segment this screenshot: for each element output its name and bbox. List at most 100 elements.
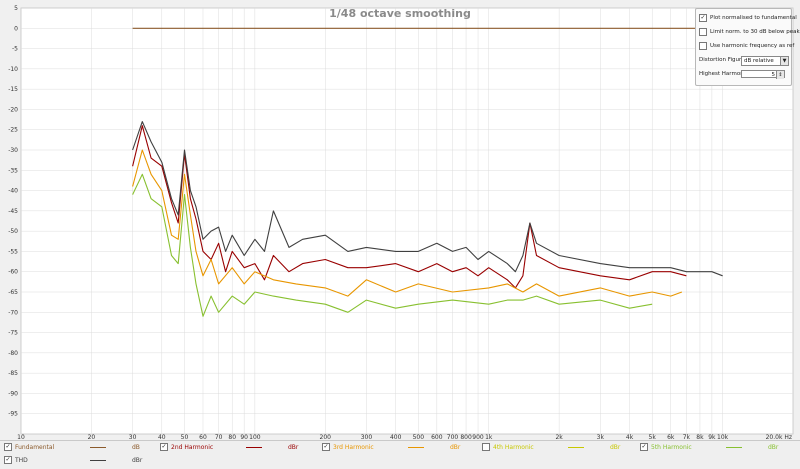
legend-name-5th-harmonic: 5th Harmonic: [651, 443, 692, 451]
options-panel: ✓ Plot normalised to fundamental Limit n…: [695, 8, 800, 86]
chevron-down-icon[interactable]: ▼: [780, 57, 788, 65]
x-tick-label: 6k: [667, 434, 675, 440]
series-lines: [132, 27, 723, 317]
x-tick-label: 20: [88, 434, 96, 440]
y-tick-label: -10: [8, 66, 18, 73]
legend-item-2nd-harmonic[interactable]: ✓ 2nd Harmonic: [160, 443, 213, 451]
legend-name-3rd-harmonic: 3rd Harmonic: [333, 443, 374, 451]
limit-norm-option[interactable]: Limit norm. to 30 dB below peak: [699, 28, 800, 36]
series-line-2nd-harmonic: [132, 125, 687, 289]
limit-norm-checkbox[interactable]: [699, 28, 707, 36]
y-tick-label: -65: [8, 289, 18, 296]
legend-name-fundamental: Fundamental: [15, 443, 55, 451]
y-tick-label: -40: [8, 188, 18, 195]
series-line-3rd-harmonic: [132, 149, 683, 297]
y-tick-label: -20: [8, 106, 18, 113]
distortion-figures-select[interactable]: dB relative ▼: [741, 56, 789, 66]
x-tick-label: 40: [158, 434, 166, 440]
legend-unit-2nd-harmonic: dBr: [288, 444, 299, 451]
plot-normalised-option[interactable]: ✓ Plot normalised to fundamental: [699, 14, 797, 22]
highest-harmonic-row: Highest Harmonic:: [699, 71, 750, 77]
legend-name-4th-harmonic: 4th Harmonic: [493, 443, 534, 451]
legend-item-thd[interactable]: ✓ THD: [4, 456, 28, 464]
x-tick-label: 9k: [708, 434, 716, 440]
x-tick-label: 1k: [485, 434, 493, 440]
x-tick-label: 100: [249, 434, 261, 440]
x-axis-ticks: 10 20 30 40 50 60 70 80 90 100 200 300 400 500 600 700 8…: [17, 434, 792, 440]
x-tick-label: 2k: [555, 434, 563, 440]
legend-checkbox-thd[interactable]: ✓: [4, 456, 12, 464]
x-tick-label: 90: [240, 434, 248, 440]
x-tick-label: 80: [228, 434, 236, 440]
x-tick-label: 400: [390, 434, 402, 440]
x-tick-label: 500: [413, 434, 425, 440]
legend-checkbox-4th-harmonic[interactable]: [482, 443, 490, 451]
legend-unit-5th-harmonic: dBr: [768, 444, 779, 451]
y-tick-label: 5: [14, 5, 18, 12]
legend-unit-thd: dBr: [132, 457, 143, 464]
x-tick-label: 10: [17, 434, 25, 440]
x-tick-label: 300: [361, 434, 373, 440]
x-tick-label: 200: [320, 434, 332, 440]
legend-checkbox-fundamental[interactable]: ✓: [4, 443, 12, 451]
legend-checkbox-5th-harmonic[interactable]: ✓: [640, 443, 648, 451]
highest-harmonic-label: Highest Harmonic:: [699, 71, 751, 77]
y-tick-label: -85: [8, 370, 18, 377]
legend-swatch-4th-harmonic: [568, 447, 584, 448]
legend-swatch-fundamental: [90, 447, 106, 448]
x-tick-label: 900: [472, 434, 484, 440]
limit-norm-label: Limit norm. to 30 dB below peak: [710, 29, 800, 35]
series-line-thd: [132, 121, 723, 277]
distortion-figures-label: Distortion Figures:: [699, 57, 750, 63]
plot-normalised-checkbox[interactable]: ✓: [699, 14, 707, 22]
y-tick-label: -60: [8, 269, 18, 276]
y-tick-label: -15: [8, 86, 18, 93]
legend: ✓ Fundamental dB ✓ 2nd Harmonic dBr ✓ 3rd Harmo…: [0, 440, 800, 469]
y-tick-label: -80: [8, 350, 18, 357]
y-tick-label: -50: [8, 228, 18, 235]
legend-unit-4th-harmonic: dBr: [610, 444, 621, 451]
y-tick-label: -90: [8, 390, 18, 397]
x-tick-label: 20.0k Hz: [766, 434, 792, 440]
y-tick-label: 0: [14, 25, 18, 32]
legend-item-fundamental[interactable]: ✓ Fundamental: [4, 443, 54, 451]
highest-harmonic-input[interactable]: 5 ⇕: [741, 70, 785, 79]
chart-title: 1/48 octave smoothing: [329, 7, 471, 20]
legend-item-3rd-harmonic[interactable]: ✓ 3rd Harmonic: [322, 443, 374, 451]
legend-swatch-3rd-harmonic: [408, 447, 424, 448]
x-tick-label: 60: [199, 434, 207, 440]
distortion-figures-row: Distortion Figures:: [699, 57, 749, 63]
y-tick-label: -70: [8, 309, 18, 316]
y-tick-label: -45: [8, 208, 18, 215]
x-tick-label: 50: [181, 434, 189, 440]
distortion-chart: 50-5-10-15-20-25-30-35-40-45-50-55-60-65…: [8, 5, 794, 440]
y-axis-ticks: 5 0 -5 -10 -15 -20 -25 -30 -35 -40 -45 -50 -55 -60 -65…: [8, 5, 18, 418]
x-tick-label: 3k: [597, 434, 605, 440]
legend-checkbox-2nd-harmonic[interactable]: ✓: [160, 443, 168, 451]
distortion-figures-value: dB relative: [744, 58, 774, 64]
legend-swatch-thd: [90, 460, 106, 461]
highest-harmonic-value: 5: [771, 72, 776, 78]
y-tick-label: -5: [12, 46, 18, 53]
x-tick-label: 7k: [683, 434, 691, 440]
legend-name-2nd-harmonic: 2nd Harmonic: [171, 443, 214, 451]
legend-unit-3rd-harmonic: dBr: [450, 444, 461, 451]
y-tick-label: -35: [8, 167, 18, 174]
y-tick-label: -95: [8, 411, 18, 418]
legend-item-4th-harmonic[interactable]: 4th Harmonic: [482, 443, 534, 451]
legend-name-thd: THD: [15, 456, 28, 464]
x-tick-label: 600: [431, 434, 443, 440]
y-tick-label: -75: [8, 330, 18, 337]
x-tick-label: 5k: [649, 434, 657, 440]
legend-swatch-5th-harmonic: [726, 447, 742, 448]
legend-checkbox-3rd-harmonic[interactable]: ✓: [322, 443, 330, 451]
x-tick-label: 70: [215, 434, 223, 440]
legend-item-5th-harmonic[interactable]: ✓ 5th Harmonic: [640, 443, 692, 451]
plot-area: [20, 7, 794, 435]
stepper-icon[interactable]: ⇕: [776, 71, 784, 79]
y-tick-label: -55: [8, 248, 18, 255]
use-harmonic-checkbox[interactable]: [699, 42, 707, 50]
series-line-5th-harmonic: [132, 173, 653, 317]
x-tick-label: 800: [460, 434, 472, 440]
use-harmonic-option[interactable]: Use harmonic frequency as ref: [699, 42, 794, 50]
